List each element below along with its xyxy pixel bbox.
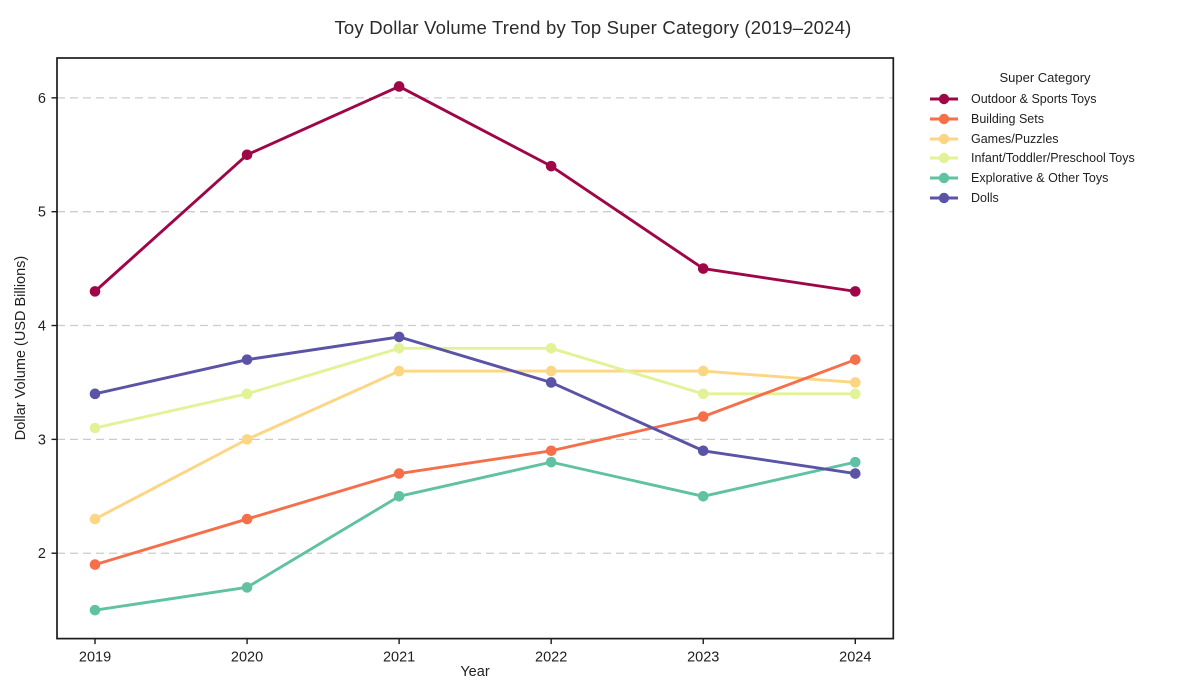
legend-marker-icon xyxy=(930,113,958,124)
x-tick-label-2019: 2019 xyxy=(79,650,111,666)
legend-items: Outdoor & Sports Toys Building Sets Games/… xyxy=(930,89,1192,208)
data-point-dolls-2024 xyxy=(849,468,861,479)
legend-marker-icon xyxy=(930,133,958,144)
data-point-games-puzzles-2020 xyxy=(241,434,253,445)
data-point-building-sets-2024 xyxy=(849,354,861,365)
y-tick-label-3: 3 xyxy=(38,432,46,448)
data-point-dolls-2022 xyxy=(545,377,557,388)
legend-item-infant-toddler-preschool-toys: Infant/Toddler/Preschool Toys xyxy=(930,149,1192,169)
data-point-infant-toddler-preschool-toys-2021 xyxy=(393,343,405,354)
y-tick-label-4: 4 xyxy=(38,319,46,335)
series-line-explorative-other-toys xyxy=(93,460,857,612)
legend-item-outdoor-sports-toys: Outdoor & Sports Toys xyxy=(930,89,1192,109)
data-point-outdoor-sports-toys-2020 xyxy=(241,149,253,161)
legend-marker-icon xyxy=(930,153,958,164)
plot-border xyxy=(56,57,895,640)
legend-item-label: Dolls xyxy=(971,191,999,206)
data-point-infant-toddler-preschool-toys-2020 xyxy=(241,388,253,400)
data-point-explorative-other-toys-2020 xyxy=(241,582,253,593)
y-tick-label-5: 5 xyxy=(38,205,46,221)
legend-marker-icon xyxy=(930,173,958,184)
legend-item-label: Building Sets xyxy=(971,111,1044,126)
x-tick-label-2024: 2024 xyxy=(839,650,871,666)
data-point-dolls-2023 xyxy=(697,445,709,457)
legend-marker-icon xyxy=(930,192,958,204)
legend: Super Category Outdoor & Sports Toys Buil… xyxy=(930,69,1192,208)
data-point-outdoor-sports-toys-2021 xyxy=(393,81,405,92)
y-tick-label-6: 6 xyxy=(38,91,46,107)
data-point-dolls-2020 xyxy=(241,354,253,365)
x-tick-label-2020: 2020 xyxy=(231,650,263,666)
data-point-explorative-other-toys-2019 xyxy=(89,604,101,616)
data-point-infant-toddler-preschool-toys-2023 xyxy=(697,388,709,400)
data-point-building-sets-2023 xyxy=(697,411,709,422)
legend-item-building-sets: Building Sets xyxy=(930,109,1192,129)
x-tick-label-2023: 2023 xyxy=(687,650,719,666)
data-point-building-sets-2021 xyxy=(393,468,405,479)
series-line-building-sets xyxy=(93,358,857,567)
x-tick-label-2022: 2022 xyxy=(535,650,567,666)
series-line-dolls xyxy=(93,335,857,475)
data-point-explorative-other-toys-2021 xyxy=(393,490,405,502)
legend-item-explorative-other-toys: Explorative & Other Toys xyxy=(930,168,1192,188)
data-point-outdoor-sports-toys-2023 xyxy=(697,263,709,274)
data-point-building-sets-2020 xyxy=(241,513,253,525)
legend-item-label: Infant/Toddler/Preschool Toys xyxy=(971,151,1135,166)
legend-item-label: Games/Puzzles xyxy=(971,131,1059,146)
legend-marker-icon xyxy=(930,93,958,105)
data-point-outdoor-sports-toys-2022 xyxy=(545,160,557,172)
y-tick-label-2: 2 xyxy=(38,546,46,562)
series-line-games-puzzles xyxy=(93,369,857,521)
data-point-dolls-2021 xyxy=(393,331,405,343)
legend-item-games-puzzles: Games/Puzzles xyxy=(930,129,1192,149)
chart-title: Toy Dollar Volume Trend by Top Super Cat… xyxy=(334,17,852,38)
data-point-explorative-other-toys-2024 xyxy=(849,456,861,468)
data-point-infant-toddler-preschool-toys-2024 xyxy=(849,388,861,400)
x-axis-label: Year xyxy=(460,664,490,680)
data-point-games-puzzles-2024 xyxy=(849,377,861,388)
data-point-games-puzzles-2023 xyxy=(697,365,709,377)
data-point-outdoor-sports-toys-2019 xyxy=(89,286,101,297)
x-tick-label-2021: 2021 xyxy=(383,650,415,666)
data-point-explorative-other-toys-2023 xyxy=(697,490,709,502)
data-point-building-sets-2019 xyxy=(89,559,101,570)
legend-item-label: Explorative & Other Toys xyxy=(971,171,1109,186)
data-point-building-sets-2022 xyxy=(545,445,557,457)
legend-title: Super Category xyxy=(999,70,1091,85)
data-point-dolls-2019 xyxy=(89,388,101,400)
data-point-games-puzzles-2021 xyxy=(393,365,405,377)
series-line-outdoor-sports-toys xyxy=(93,85,857,293)
y-axis-label: Dollar Volume (USD Billions) xyxy=(13,255,29,441)
data-point-games-puzzles-2022 xyxy=(545,365,557,377)
data-point-infant-toddler-preschool-toys-2022 xyxy=(545,343,557,354)
legend-item-label: Outdoor & Sports Toys xyxy=(971,91,1097,106)
data-point-explorative-other-toys-2022 xyxy=(545,456,557,468)
data-point-outdoor-sports-toys-2024 xyxy=(849,286,861,297)
data-point-games-puzzles-2019 xyxy=(89,513,101,525)
series-line-infant-toddler-preschool-toys xyxy=(93,346,857,430)
data-point-infant-toddler-preschool-toys-2019 xyxy=(89,422,101,434)
legend-item-dolls: Dolls xyxy=(930,188,1192,208)
